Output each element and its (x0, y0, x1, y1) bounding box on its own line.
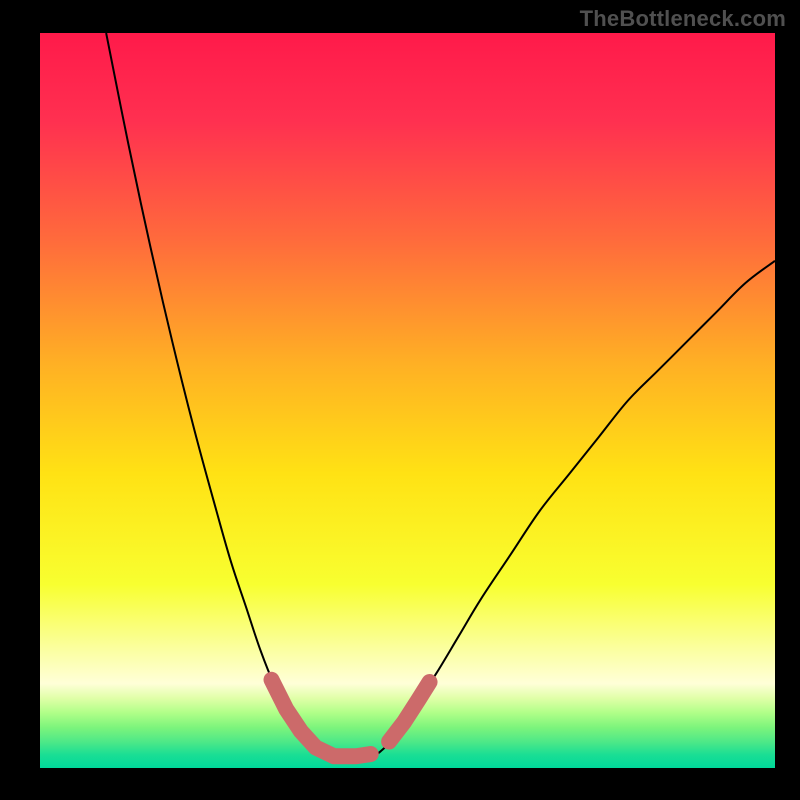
chart-svg (40, 33, 775, 768)
gradient-background (40, 33, 775, 768)
bottleneck-chart (40, 33, 775, 768)
attribution-text: TheBottleneck.com (580, 6, 786, 32)
